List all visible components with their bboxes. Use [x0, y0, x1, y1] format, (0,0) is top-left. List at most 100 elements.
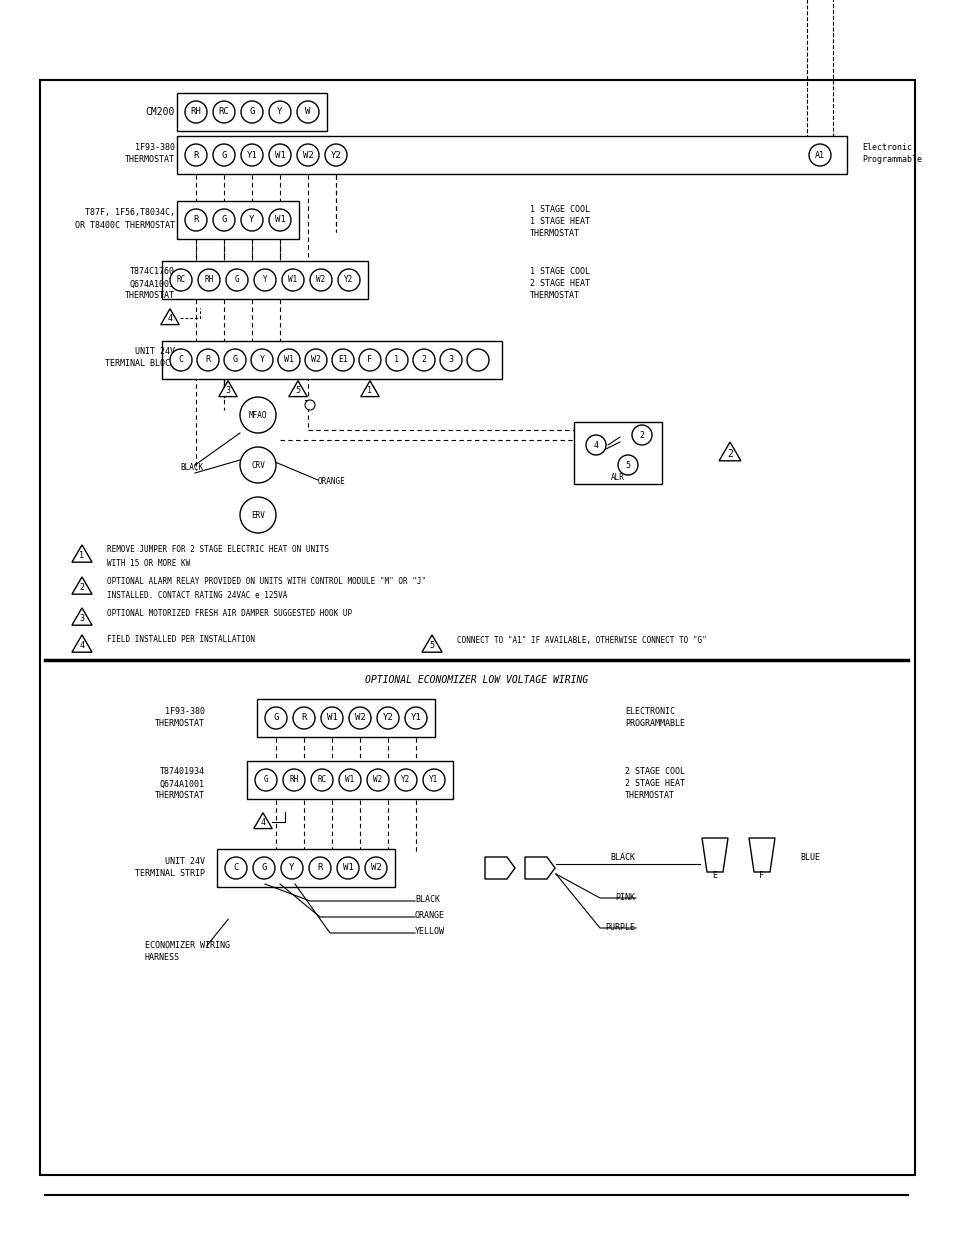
Text: W1: W1 [284, 356, 294, 364]
Circle shape [254, 769, 276, 790]
Circle shape [170, 269, 192, 291]
Text: 1 STAGE COOL: 1 STAGE COOL [530, 205, 589, 215]
Text: 1: 1 [395, 356, 399, 364]
Text: ALR: ALR [611, 473, 624, 483]
Text: G: G [233, 356, 237, 364]
Text: W2: W2 [316, 275, 325, 284]
Circle shape [618, 454, 638, 475]
Circle shape [296, 144, 318, 165]
Bar [806, 0, 832, 170]
Circle shape [241, 144, 263, 165]
Text: ORANGE: ORANGE [415, 911, 444, 920]
Text: 2: 2 [639, 431, 644, 440]
Bar [177, 93, 327, 131]
Text: W1: W1 [326, 714, 337, 722]
Circle shape [269, 209, 291, 231]
Circle shape [240, 396, 275, 433]
Circle shape [585, 435, 605, 454]
Text: RH: RH [204, 275, 213, 284]
Circle shape [226, 269, 248, 291]
Circle shape [241, 209, 263, 231]
Bar [574, 422, 661, 484]
Circle shape [336, 857, 358, 879]
Text: 4: 4 [168, 314, 172, 324]
Text: Y2: Y2 [344, 275, 354, 284]
Text: THERMOSTAT: THERMOSTAT [530, 230, 579, 238]
Polygon shape [71, 577, 92, 594]
Circle shape [293, 706, 314, 729]
Circle shape [296, 101, 318, 124]
Text: Y: Y [249, 215, 254, 225]
Circle shape [467, 350, 489, 370]
Circle shape [213, 101, 234, 124]
Text: Y1: Y1 [247, 151, 257, 159]
Text: W2: W2 [311, 356, 320, 364]
Text: R: R [301, 714, 306, 722]
Text: YELLOW: YELLOW [415, 927, 444, 936]
Text: BLUE: BLUE [800, 853, 820, 862]
Text: Q674A1001: Q674A1001 [130, 279, 174, 289]
Text: Y1: Y1 [429, 776, 438, 784]
Text: Y2: Y2 [401, 776, 410, 784]
Text: 2 STAGE COOL: 2 STAGE COOL [624, 767, 684, 777]
Text: ELECTRONIC: ELECTRONIC [624, 708, 675, 716]
Text: RH: RH [289, 776, 298, 784]
Text: THERMOSTAT: THERMOSTAT [530, 291, 579, 300]
Text: UNIT 24V: UNIT 24V [165, 857, 205, 867]
Text: 1: 1 [367, 387, 372, 395]
Text: Y: Y [289, 863, 294, 872]
Circle shape [349, 706, 371, 729]
Text: G: G [221, 215, 227, 225]
Bar [247, 761, 453, 799]
Text: TERMINAL STRIP: TERMINAL STRIP [135, 869, 205, 878]
Text: RH: RH [191, 107, 201, 116]
Text: REMOVE JUMPER FOR 2 STAGE ELECTRIC HEAT ON UNITS: REMOVE JUMPER FOR 2 STAGE ELECTRIC HEAT … [107, 546, 329, 555]
Text: 3: 3 [79, 614, 85, 624]
Text: Y1: Y1 [410, 714, 421, 722]
Circle shape [305, 350, 327, 370]
Text: ERV: ERV [251, 510, 265, 520]
Text: OPTIONAL ALARM RELAY PROVIDED ON UNITS WITH CONTROL MODULE "M" OR "J": OPTIONAL ALARM RELAY PROVIDED ON UNITS W… [107, 578, 426, 587]
Polygon shape [748, 839, 774, 872]
Polygon shape [484, 857, 515, 879]
Circle shape [185, 144, 207, 165]
Text: FIELD INSTALLED PER INSTALLATION: FIELD INSTALLED PER INSTALLATION [107, 636, 254, 645]
Circle shape [198, 269, 220, 291]
Circle shape [405, 706, 427, 729]
Text: W: W [305, 107, 311, 116]
Circle shape [320, 706, 343, 729]
Bar [40, 80, 914, 1174]
Text: PROGRAMMABLE: PROGRAMMABLE [624, 720, 684, 729]
Text: WITH 15 OR MORE KW: WITH 15 OR MORE KW [107, 559, 190, 568]
Text: W1: W1 [274, 215, 285, 225]
Circle shape [283, 769, 305, 790]
Text: 2: 2 [79, 583, 85, 593]
Circle shape [213, 209, 234, 231]
Circle shape [337, 269, 359, 291]
Polygon shape [421, 635, 441, 652]
Circle shape [422, 769, 444, 790]
Text: THERMOSTAT: THERMOSTAT [154, 792, 205, 800]
Text: THERMOSTAT: THERMOSTAT [125, 156, 174, 164]
Circle shape [439, 350, 461, 370]
Text: Y: Y [277, 107, 282, 116]
Circle shape [265, 706, 287, 729]
Text: T87401934: T87401934 [160, 767, 205, 777]
Circle shape [196, 350, 219, 370]
Bar [177, 136, 846, 174]
Text: W2: W2 [373, 776, 382, 784]
Text: 5: 5 [625, 461, 630, 469]
Text: BLACK: BLACK [609, 853, 635, 862]
Text: CONNECT TO "A1" IF AVAILABLE, OTHERWISE CONNECT TO "G": CONNECT TO "A1" IF AVAILABLE, OTHERWISE … [456, 636, 706, 645]
Circle shape [170, 350, 192, 370]
Text: 2: 2 [726, 448, 732, 458]
Text: TERMINAL BLOCK: TERMINAL BLOCK [105, 359, 174, 368]
Circle shape [213, 144, 234, 165]
Text: Y2: Y2 [382, 714, 393, 722]
Text: 3: 3 [225, 387, 231, 395]
Circle shape [225, 857, 247, 879]
Circle shape [310, 269, 332, 291]
Polygon shape [71, 545, 92, 562]
Text: CRV: CRV [251, 461, 265, 469]
Text: A1: A1 [814, 151, 824, 159]
